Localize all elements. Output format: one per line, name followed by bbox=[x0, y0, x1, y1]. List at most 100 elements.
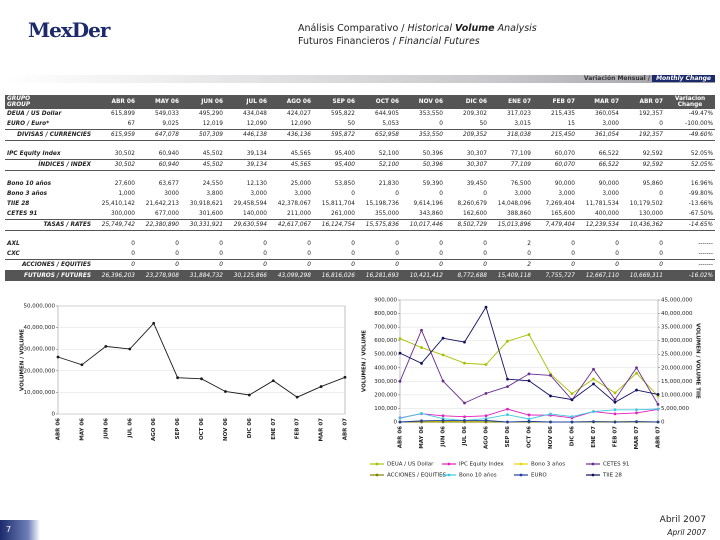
cell: -49.60% bbox=[665, 129, 715, 141]
cell: Bono 10 años bbox=[7, 181, 52, 187]
cell: 39,450 bbox=[466, 181, 487, 187]
cell: 261,000 bbox=[331, 211, 355, 217]
cell: 95,400 bbox=[334, 151, 355, 157]
total-row: ÍNDICES / INDEX 30,502 60,940 45,502 39,134 4… bbox=[5, 159, 715, 171]
cell: 446,138 bbox=[225, 129, 269, 141]
cell: 140,000 bbox=[243, 211, 267, 217]
x-tick-label: ABR 06 bbox=[398, 426, 404, 448]
cell: 12,019 bbox=[202, 121, 223, 127]
cell: 52.05% bbox=[690, 151, 713, 157]
y-tick-label: 800,000 bbox=[374, 311, 397, 317]
header-text: Analysis bbox=[494, 23, 537, 34]
point bbox=[549, 373, 552, 377]
cell: 10,421,412 bbox=[401, 270, 445, 281]
cell: 26,396,203 bbox=[93, 270, 137, 281]
volume-table: GRUPO GROUP ABR 06 MAY 06 JUN 06 JUL 06 AGO 06… bbox=[5, 95, 715, 281]
cell: 30,307 bbox=[466, 151, 487, 157]
legend-marker bbox=[519, 473, 523, 477]
cell: 318,038 bbox=[489, 129, 533, 141]
point bbox=[463, 418, 466, 422]
cell: 0 bbox=[659, 121, 663, 127]
x-tick-label: JUN 06 bbox=[441, 426, 447, 448]
cell: 31,884,732 bbox=[181, 270, 225, 281]
cell: 0 bbox=[439, 251, 443, 257]
cell: 0 bbox=[263, 241, 267, 247]
cell: 3,000 bbox=[602, 191, 619, 197]
cell: 215,450 bbox=[533, 129, 577, 141]
header-cell: FEB 07 bbox=[533, 95, 577, 109]
cell: 0 bbox=[395, 191, 399, 197]
cell: 22,380,890 bbox=[137, 219, 181, 231]
cell: 300,000 bbox=[111, 211, 135, 217]
x-tick-label: MAR 07 bbox=[319, 418, 325, 442]
x-tick-label: JUN 06 bbox=[103, 418, 109, 440]
cell: 12,667,110 bbox=[577, 270, 621, 281]
cell: 30,502 bbox=[114, 151, 135, 157]
point bbox=[271, 379, 275, 383]
point bbox=[656, 402, 660, 406]
header-cell: JUL 06 bbox=[225, 95, 269, 109]
grand-total-row: FUTUROS / FUTURES 26,396,203 23,278,908 31,… bbox=[5, 270, 715, 281]
cell: 361,054 bbox=[577, 129, 621, 141]
cell: ------- bbox=[698, 241, 713, 247]
cell: 7,755,727 bbox=[533, 270, 577, 281]
data-row: EURO / Euro* 67 9,025 12,019 12,090 12,090 50 5… bbox=[5, 119, 715, 130]
cell: 30,331,921 bbox=[181, 219, 225, 231]
cell: 25,000 bbox=[290, 181, 311, 187]
point bbox=[484, 391, 488, 395]
cell: 15 bbox=[567, 121, 575, 127]
legend-marker bbox=[447, 473, 451, 477]
cell: 66,522 bbox=[598, 151, 619, 157]
cell: 7,269,404 bbox=[545, 201, 575, 207]
cell: 0 bbox=[225, 259, 269, 271]
cell: 652,958 bbox=[357, 129, 401, 141]
cell: 15,575,836 bbox=[357, 219, 401, 231]
y2-tick-label: 20,000,000 bbox=[661, 365, 693, 371]
cell: -14.65% bbox=[665, 219, 715, 231]
data-row: Bono 10 años 27,600 63,677 24,550 12,130 25,0… bbox=[5, 179, 715, 189]
cell: -13.66% bbox=[688, 201, 713, 207]
point bbox=[570, 420, 574, 424]
point bbox=[398, 337, 402, 341]
cell: 0 bbox=[395, 241, 399, 247]
y-tick-label: 300,000 bbox=[374, 379, 397, 385]
point bbox=[484, 418, 488, 422]
point bbox=[463, 361, 466, 365]
cell: 3,015 bbox=[514, 121, 531, 127]
cell: -16.02% bbox=[665, 270, 715, 281]
cell: 30,125,866 bbox=[225, 270, 269, 281]
point bbox=[463, 340, 466, 344]
data-row: AXL 0 0 0 0 0 0 0 0 0 2 0 0 0 ------- bbox=[5, 239, 715, 249]
cell: 343,860 bbox=[419, 211, 443, 217]
cell: 29,458,594 bbox=[233, 201, 267, 207]
cell: 42,378,067 bbox=[277, 201, 311, 207]
cell: 215,435 bbox=[551, 111, 575, 117]
header-line: Futuros Financieros / Financial Futures bbox=[298, 35, 537, 48]
cell: 8,772,688 bbox=[445, 270, 489, 281]
cell: 42,617,067 bbox=[269, 219, 313, 231]
legend-label: Bono 10 años bbox=[459, 473, 497, 479]
y-tick-label: 0 bbox=[52, 412, 56, 418]
cell: 0 bbox=[439, 241, 443, 247]
point bbox=[506, 420, 509, 424]
cell: 16,124,754 bbox=[313, 219, 357, 231]
y-tick-label: 20,000,000 bbox=[24, 368, 56, 374]
y-tick-label: 600,000 bbox=[374, 338, 397, 344]
point bbox=[635, 366, 638, 370]
header-cell: GRUPO GROUP bbox=[5, 95, 93, 109]
total-row: TASAS / RATES 25,749,742 22,380,890 30,331,… bbox=[5, 219, 715, 231]
point bbox=[398, 416, 402, 420]
cell: 353,550 bbox=[419, 111, 443, 117]
cell: 10,017,446 bbox=[401, 219, 445, 231]
cell: -49.47% bbox=[688, 111, 713, 117]
point bbox=[613, 398, 617, 401]
cell: TIIE 28 bbox=[7, 201, 30, 207]
y-tick-label: 100,000 bbox=[374, 406, 397, 412]
x-tick-label: DIC 06 bbox=[570, 426, 576, 446]
charts: 0 10,000,000 20,000,000 30,000,000 40,000,00… bbox=[20, 298, 701, 479]
cell: 595,822 bbox=[331, 111, 355, 117]
header-text: GROUP bbox=[7, 102, 31, 108]
data-row: CXC 0 0 0 0 0 0 0 0 0 0 0 0 0 ------- bbox=[5, 249, 715, 260]
cell: 76,500 bbox=[510, 181, 531, 187]
header-cell: SEP 06 bbox=[313, 95, 357, 109]
